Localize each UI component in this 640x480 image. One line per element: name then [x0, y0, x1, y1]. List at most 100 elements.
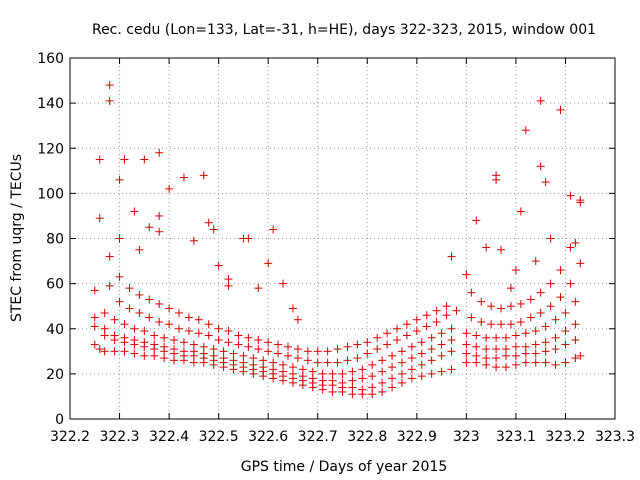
- data-point: [308, 374, 317, 383]
- data-point: [115, 175, 124, 184]
- data-point: [160, 333, 169, 342]
- data-point: [551, 315, 560, 324]
- data-point: [170, 336, 179, 345]
- data-point: [239, 358, 248, 367]
- data-point: [388, 383, 397, 392]
- data-point: [541, 358, 550, 367]
- data-point: [284, 342, 292, 351]
- x-tick-label: 322.6: [248, 429, 288, 445]
- data-point: [269, 358, 278, 367]
- data-point: [502, 333, 510, 342]
- data-point: [576, 259, 585, 268]
- data-point: [229, 356, 238, 365]
- data-point: [521, 342, 530, 351]
- x-tick-label: 322.7: [298, 429, 338, 445]
- data-point: [130, 349, 139, 358]
- data-point: [160, 354, 169, 363]
- x-tick-label: 322.5: [199, 429, 239, 445]
- data-point: [264, 259, 273, 268]
- data-point: [531, 349, 540, 358]
- data-point: [536, 308, 545, 317]
- data-point: [189, 347, 198, 356]
- data-point: [348, 383, 357, 392]
- data-point: [358, 385, 367, 394]
- data-point: [95, 214, 104, 223]
- data-point: [184, 313, 193, 322]
- data-point: [482, 354, 491, 363]
- data-point: [368, 383, 377, 392]
- data-point: [298, 365, 307, 374]
- data-point: [293, 315, 302, 324]
- data-point: [516, 207, 525, 216]
- data-point: [318, 376, 327, 385]
- data-point: [402, 331, 411, 340]
- data-point: [363, 349, 372, 358]
- data-point: [511, 342, 520, 351]
- data-point: [482, 333, 491, 342]
- data-point: [526, 295, 535, 304]
- data-point: [368, 360, 377, 369]
- y-tick-label: 40: [46, 322, 64, 338]
- data-point: [323, 347, 332, 356]
- data-point: [165, 304, 174, 313]
- data-point: [511, 266, 520, 275]
- data-point: [502, 345, 510, 354]
- data-point: [531, 358, 540, 367]
- y-tick-label: 140: [37, 96, 64, 112]
- data-point: [437, 367, 446, 376]
- y-tick-labels: 0 20 40 60 80 100 120 140 160: [37, 51, 64, 428]
- data-point: [368, 372, 377, 381]
- data-point: [462, 329, 471, 338]
- data-point: [125, 304, 134, 313]
- data-point: [259, 363, 268, 372]
- data-point: [358, 365, 367, 374]
- data-point: [487, 302, 496, 311]
- data-point: [427, 345, 436, 354]
- data-point: [160, 342, 169, 351]
- x-tick-label: 323.2: [545, 429, 585, 445]
- data-point: [492, 175, 501, 184]
- data-point: [115, 272, 124, 281]
- data-point: [214, 336, 223, 345]
- data-point: [150, 340, 159, 349]
- data-point: [393, 324, 401, 333]
- data-point: [328, 387, 337, 396]
- data-point: [130, 336, 139, 345]
- data-point: [526, 313, 535, 322]
- data-point: [175, 308, 183, 317]
- data-point: [437, 329, 446, 338]
- data-point: [179, 173, 188, 182]
- data-point: [348, 367, 357, 376]
- data-point: [269, 225, 278, 234]
- data-point: [427, 333, 436, 342]
- data-point: [506, 284, 515, 293]
- data-point: [521, 329, 530, 338]
- data-point: [125, 284, 134, 293]
- data-point: [506, 302, 515, 311]
- data-point: [551, 333, 560, 342]
- data-point: [551, 345, 560, 354]
- data-point: [224, 327, 233, 336]
- data-point: [422, 311, 431, 320]
- data-point: [467, 288, 476, 297]
- data-point: [343, 356, 352, 365]
- data-point: [204, 320, 213, 329]
- data-point: [571, 354, 580, 363]
- data-point: [333, 345, 342, 354]
- data-point: [179, 347, 188, 356]
- data-point: [363, 338, 372, 347]
- data-point: [511, 351, 520, 360]
- x-tick-label: 323.1: [496, 429, 536, 445]
- data-point: [135, 245, 144, 254]
- y-axis-label: STEC from uqrg / TECUs: [9, 154, 25, 322]
- data-point: [279, 367, 288, 376]
- data-point: [224, 281, 233, 290]
- data-point: [115, 234, 124, 243]
- data-point: [100, 324, 109, 333]
- data-point: [462, 358, 471, 367]
- data-point: [462, 270, 471, 279]
- data-point: [239, 351, 248, 360]
- data-point: [556, 105, 565, 114]
- y-tick-label: 60: [46, 277, 64, 293]
- data-point: [536, 288, 545, 297]
